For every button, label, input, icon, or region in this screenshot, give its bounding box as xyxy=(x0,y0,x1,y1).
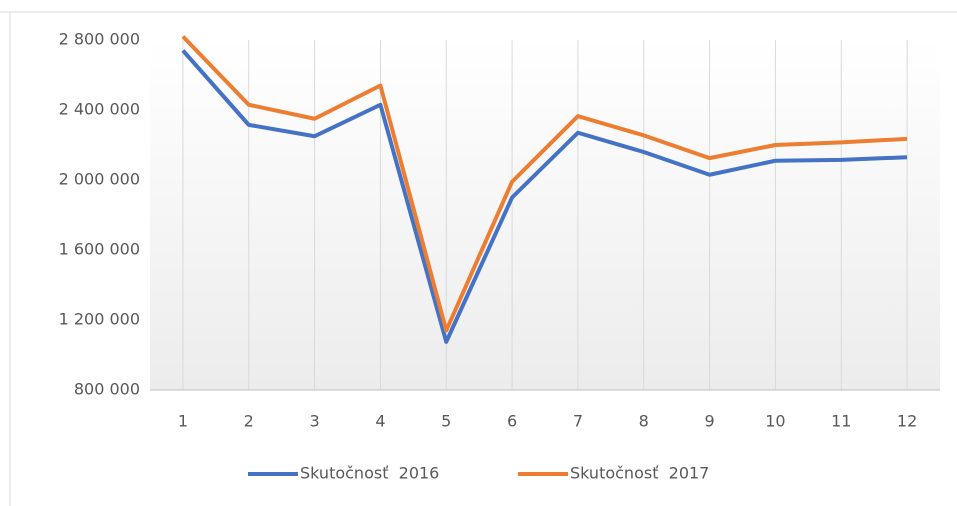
y-tick-label: 2 800 000 xyxy=(59,30,140,49)
legend-label: Skutočnosť 2016 xyxy=(300,464,439,483)
x-tick-label: 6 xyxy=(507,412,517,431)
x-tick-label: 5 xyxy=(441,412,451,431)
x-tick-label: 8 xyxy=(639,412,649,431)
y-tick-label: 1 200 000 xyxy=(59,310,140,329)
y-tick-label: 2 400 000 xyxy=(59,100,140,119)
y-tick-label: 2 000 000 xyxy=(59,170,140,189)
x-tick-label: 4 xyxy=(375,412,385,431)
x-tick-label: 12 xyxy=(897,412,917,431)
lines xyxy=(181,35,908,344)
y-tick-label: 1 600 000 xyxy=(59,240,140,259)
plot-area xyxy=(150,40,940,390)
series-line xyxy=(181,49,908,344)
x-tick-label: 1 xyxy=(178,412,188,431)
x-tick-label: 11 xyxy=(831,412,851,431)
y-tick-label: 800 000 xyxy=(74,380,140,399)
x-tick-label: 3 xyxy=(309,412,319,431)
x-tick-label: 9 xyxy=(704,412,714,431)
x-tick-label: 7 xyxy=(573,412,583,431)
series-line xyxy=(181,35,908,333)
x-tick-label: 10 xyxy=(765,412,785,431)
x-tick-label: 2 xyxy=(244,412,254,431)
legend-label: Skutočnosť 2017 xyxy=(570,464,709,483)
